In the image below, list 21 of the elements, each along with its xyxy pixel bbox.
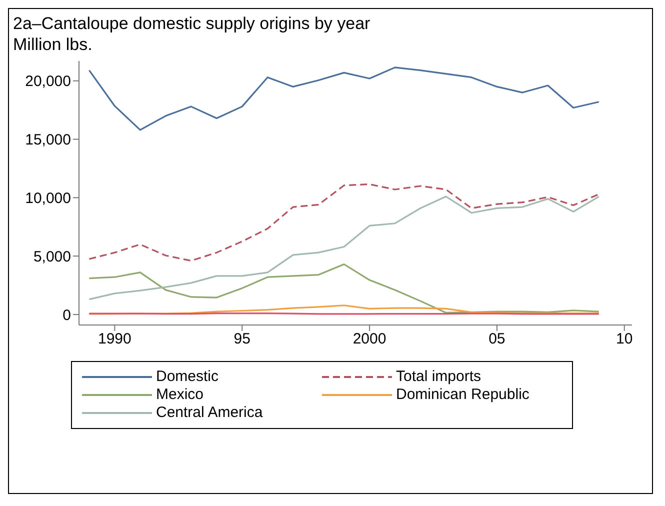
line-series — [88, 66, 600, 131]
legend-label: Dominican Republic — [396, 386, 530, 404]
chart-title: 2a–Cantaloupe domestic supply origins by year — [13, 13, 372, 34]
x-tick-label: 95 — [234, 330, 250, 348]
y-tick-label: 0 — [62, 306, 71, 324]
y-tick-label: 10,000 — [25, 190, 71, 207]
chart-subtitle: Million lbs. — [13, 34, 94, 55]
line-series — [88, 196, 600, 300]
y-tick-label: 15,000 — [25, 132, 71, 149]
legend-label: Total imports — [396, 368, 482, 386]
line-series — [88, 183, 600, 262]
y-tick-label: 5,000 — [33, 248, 71, 266]
x-tick-label: 05 — [488, 330, 506, 348]
x-tick-label: 1990 — [98, 330, 132, 348]
x-tick-label: 10 — [616, 330, 633, 348]
legend-label: Mexico — [156, 386, 204, 404]
legend-label: Domestic — [156, 368, 219, 386]
x-tick-label: 2000 — [352, 330, 386, 348]
y-tick-label: 20,000 — [25, 73, 71, 90]
line-series — [88, 263, 600, 314]
legend-label: Central America — [156, 404, 263, 422]
